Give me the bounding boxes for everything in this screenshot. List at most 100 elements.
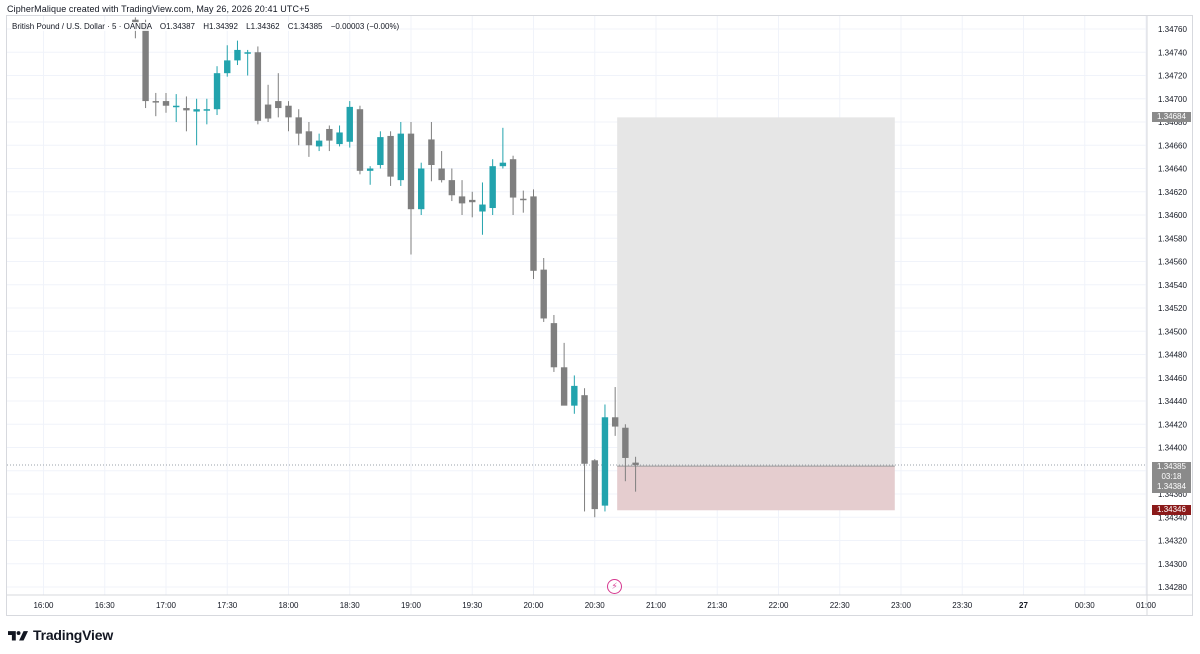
last-price-value: 1.34385 [1157,462,1186,471]
high-key: H [203,22,210,31]
candle-body[interactable] [234,49,241,61]
candle-body[interactable] [152,101,159,103]
candle-body[interactable] [601,417,609,506]
tradingview-wordmark: TradingView [33,627,114,643]
candle-body[interactable] [489,166,496,209]
time-axis-label: 18:00 [278,601,299,610]
candle-body[interactable] [418,168,425,210]
candle-body[interactable] [550,323,558,368]
candle-body[interactable] [560,367,568,406]
candle-body[interactable] [336,132,343,145]
price-axis-label: 1.34340 [1158,513,1187,522]
candle-body[interactable] [275,101,282,109]
candle-body[interactable] [142,23,149,102]
candle-body[interactable] [346,106,353,142]
candle-body[interactable] [326,128,333,141]
change-value: −0.00003 (−0.00%) [330,22,400,31]
price-axis-label: 1.34420 [1158,420,1187,429]
target-zone[interactable] [617,117,895,467]
chart-frame [6,15,1193,616]
time-axis-label: 21:00 [646,601,667,610]
time-axis-label: 18:30 [340,601,361,610]
time-axis-label: 23:00 [891,601,912,610]
candle-body[interactable] [305,131,313,146]
tradingview-logo-icon [8,631,28,641]
close-value: 1.34385 [293,22,323,31]
price-axis-label: 1.34520 [1158,304,1187,313]
price-axis-label: 1.34540 [1158,281,1187,290]
candle-body[interactable] [407,133,415,210]
candle-body[interactable] [632,462,639,465]
candle-body[interactable] [469,199,476,203]
price-axis-label: 1.34720 [1158,72,1187,81]
candle-body[interactable] [581,395,588,464]
price-axis-label: 1.34280 [1158,583,1187,592]
candle-body[interactable] [264,104,272,119]
candle-body[interactable] [224,60,231,74]
candle-body[interactable] [183,108,190,111]
price-axis-label: 1.34580 [1158,234,1187,243]
time-axis-label: 23:30 [952,601,973,610]
candle-body[interactable] [479,204,486,212]
candle-body[interactable] [428,139,435,166]
time-axis-label: 20:00 [523,601,544,610]
candle-body[interactable] [254,52,262,121]
tradingview-logo[interactable]: TradingView [8,625,113,645]
open-key: O [159,22,167,31]
candle-body[interactable] [458,196,466,204]
candle-body[interactable] [448,180,456,196]
candle-body[interactable] [356,109,364,171]
candle-body[interactable] [315,140,323,147]
candle-body[interactable] [499,162,507,167]
candle-body[interactable] [213,73,221,110]
stop-price-tag: 1.34346 [1152,505,1191,516]
candle-body[interactable] [611,417,619,427]
high-value: 1.34392 [209,22,238,31]
candle-body[interactable] [540,269,547,319]
price-axis-label: 1.34480 [1158,351,1187,360]
economic-event-icon[interactable]: ⚡ [607,579,622,594]
price-axis-label: 1.34700 [1158,95,1187,104]
price-axis-label: 1.34740 [1158,48,1187,57]
symbol-name[interactable]: British Pound / U.S. Dollar · 5 · OANDA [12,22,152,31]
candle-body[interactable] [244,52,251,54]
low-key: L [246,22,251,31]
candle-body[interactable] [193,109,200,112]
candle-body[interactable] [530,196,537,271]
candle-body[interactable] [520,198,527,201]
open-value: 1.34387 [166,22,195,31]
time-axis-label: 01:00 [1136,601,1157,610]
candle-body[interactable] [132,19,139,24]
candle-body[interactable] [438,168,445,181]
time-axis-label: 22:30 [830,601,851,610]
price-axis-label: 1.34500 [1158,327,1187,336]
attribution-text: CipherMalique created with TradingView.c… [7,4,310,14]
candle-body[interactable] [387,135,394,177]
stop-zone[interactable] [617,466,895,511]
close-key: C [287,22,294,31]
target-price-tag: 1.34684 [1152,112,1191,123]
time-axis-label: 17:00 [156,601,177,610]
candle-body[interactable] [285,105,292,118]
candle-body[interactable] [622,427,629,458]
candle-body[interactable] [571,385,578,406]
price-axis-label: 1.34620 [1158,188,1187,197]
candle-body[interactable] [397,133,404,181]
price-axis-label: 1.34560 [1158,258,1187,267]
time-axis-label: 17:30 [217,601,238,610]
candle-body[interactable] [591,460,598,510]
candle-body[interactable] [295,117,302,134]
candle-body[interactable] [203,109,211,111]
last-price-tag: 1.34385 03:18 1.34384 [1152,462,1191,493]
time-axis-label: 19:30 [462,601,483,610]
time-axis-label: 19:00 [401,601,422,610]
price-axis-label: 1.34300 [1158,560,1187,569]
candle-body[interactable] [162,101,170,106]
candle-body[interactable] [377,137,384,166]
time-axis-label: 16:00 [33,601,54,610]
price-axis-label: 1.34360 [1158,490,1187,499]
candle-body[interactable] [173,105,180,108]
candle-body[interactable] [366,168,374,171]
candle-body[interactable] [509,159,517,198]
